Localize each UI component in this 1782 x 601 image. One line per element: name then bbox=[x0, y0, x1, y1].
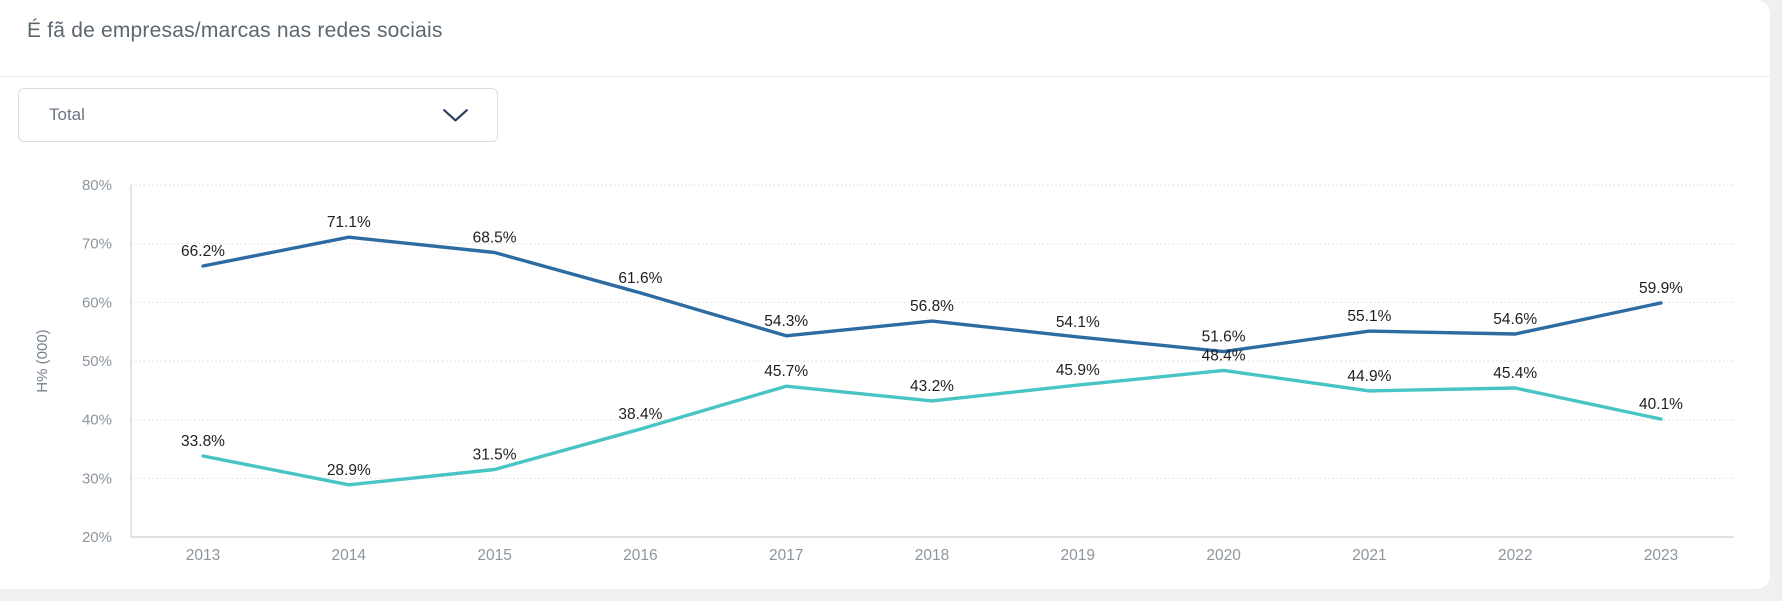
x-tick-label: 2022 bbox=[1498, 547, 1532, 564]
x-tick-label: 2016 bbox=[623, 547, 657, 564]
data-label: 68.5% bbox=[473, 229, 517, 246]
y-tick-label: 60% bbox=[82, 294, 112, 311]
series-blue-line bbox=[201, 235, 1663, 354]
data-label: 55.1% bbox=[1347, 308, 1391, 325]
data-label: 40.1% bbox=[1639, 396, 1683, 413]
data-label: 71.1% bbox=[327, 214, 371, 231]
data-label: 45.9% bbox=[1056, 362, 1100, 379]
data-label: 43.2% bbox=[910, 378, 954, 395]
data-label: 45.4% bbox=[1493, 365, 1537, 382]
x-tick-label: 2019 bbox=[1061, 547, 1095, 564]
x-tick-label: 2015 bbox=[477, 547, 511, 564]
data-label: 54.3% bbox=[764, 313, 808, 330]
data-label: 48.4% bbox=[1202, 347, 1246, 364]
data-label: 45.7% bbox=[764, 363, 808, 380]
data-label: 66.2% bbox=[181, 243, 225, 260]
y-tick-label: 70% bbox=[82, 236, 112, 253]
x-tick-label: 2018 bbox=[915, 547, 949, 564]
data-label: 54.6% bbox=[1493, 311, 1537, 328]
line-chart: 80% 70% 60% 50% 40% 30% 20% 2013 2014 2015 2016 201… bbox=[34, 177, 1734, 564]
x-tick-label: 2013 bbox=[186, 547, 220, 564]
data-label: 44.9% bbox=[1347, 368, 1391, 385]
data-label: 38.4% bbox=[618, 406, 662, 423]
y-tick-label: 80% bbox=[82, 177, 112, 194]
data-label: 28.9% bbox=[327, 462, 371, 479]
x-tick-label: 2023 bbox=[1644, 547, 1678, 564]
filter-dropdown[interactable]: Total bbox=[18, 88, 498, 142]
y-tick-label: 30% bbox=[82, 470, 112, 487]
header-divider bbox=[0, 76, 1770, 77]
data-label: 54.1% bbox=[1056, 314, 1100, 331]
data-label: 61.6% bbox=[618, 270, 662, 287]
y-tick-label: 20% bbox=[82, 529, 112, 546]
data-label: 51.6% bbox=[1202, 329, 1246, 346]
chart-card: É fã de empresas/marcas nas redes sociai… bbox=[0, 0, 1770, 589]
y-tick-label: 40% bbox=[82, 412, 112, 429]
data-label: 33.8% bbox=[181, 433, 225, 450]
data-label: 31.5% bbox=[473, 447, 517, 464]
y-tick-label: 50% bbox=[82, 353, 112, 370]
filter-selected-value: Total bbox=[49, 105, 85, 124]
x-tick-label: 2014 bbox=[332, 547, 367, 564]
chevron-down-icon bbox=[443, 108, 468, 121]
data-label: 56.8% bbox=[910, 298, 954, 315]
x-tick-label: 2017 bbox=[769, 547, 803, 564]
page-title: É fã de empresas/marcas nas redes sociai… bbox=[27, 19, 443, 42]
x-tick-label: 2021 bbox=[1352, 547, 1386, 564]
y-axis-title: H% (000) bbox=[34, 329, 51, 392]
x-tick-label: 2020 bbox=[1206, 547, 1241, 564]
data-label: 59.9% bbox=[1639, 280, 1683, 297]
series-teal-line bbox=[201, 368, 1663, 487]
